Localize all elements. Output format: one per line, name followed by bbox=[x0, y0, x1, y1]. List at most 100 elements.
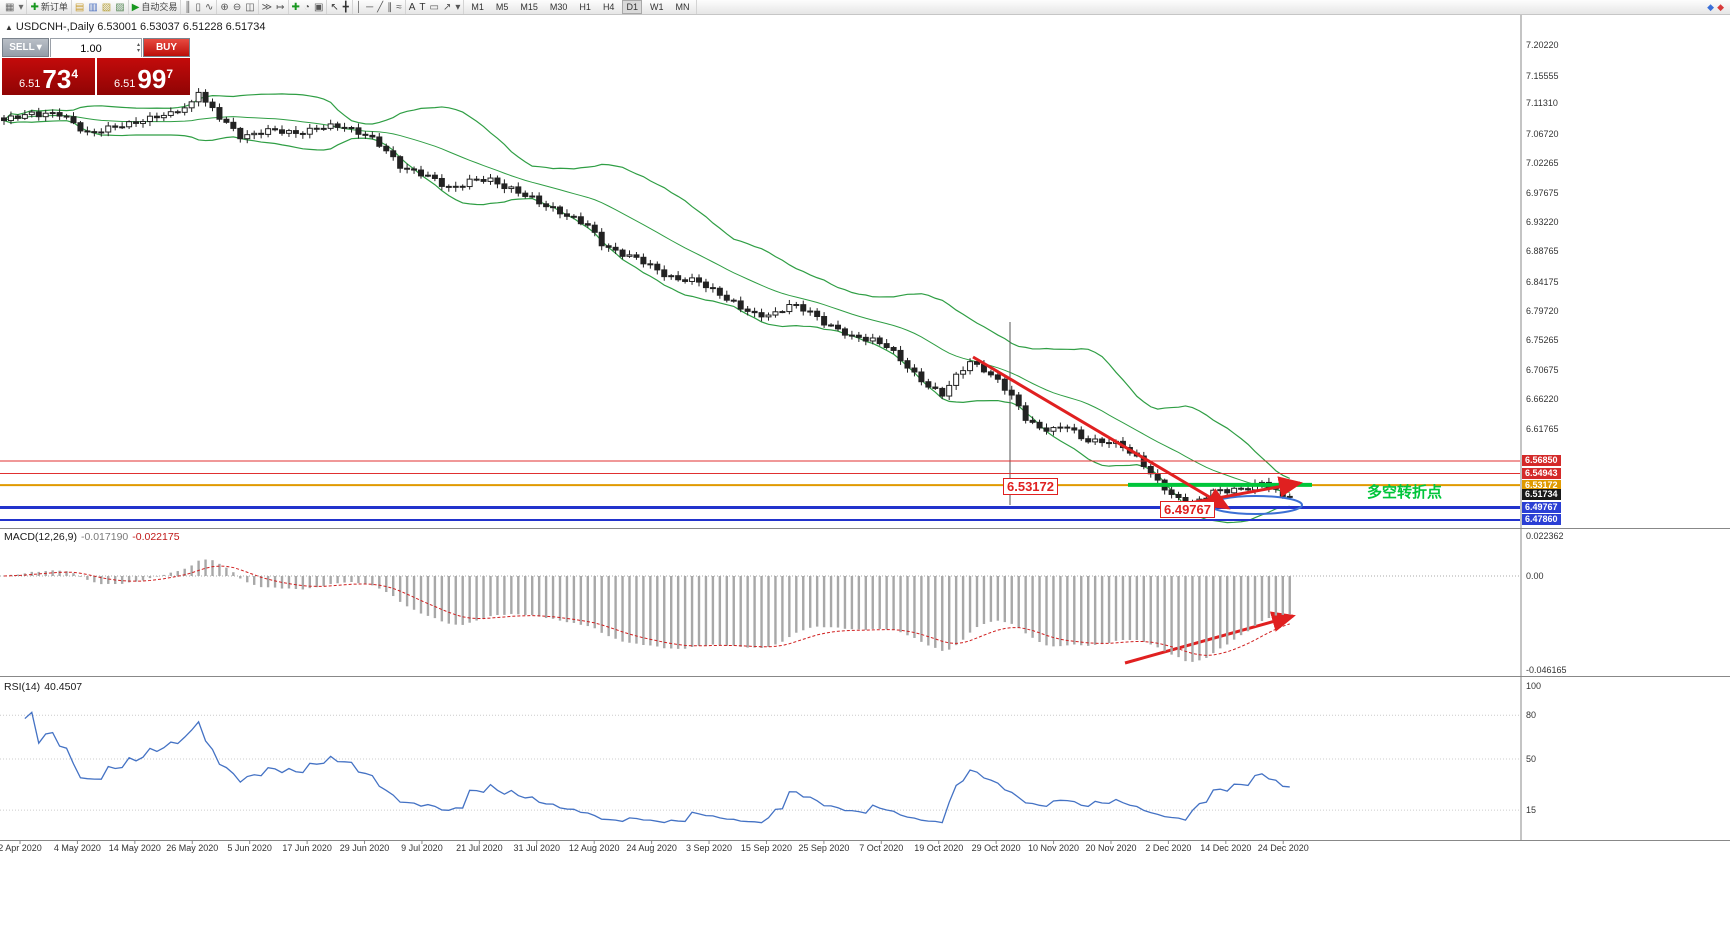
rsi-label: RSI(14) 40.4507 bbox=[4, 681, 82, 693]
spinner-up-icon[interactable]: ▴ bbox=[136, 41, 140, 48]
price-axis-label: 6.93220 bbox=[1526, 217, 1559, 228]
rsi-name: RSI(14) bbox=[4, 681, 41, 693]
buy-button[interactable]: BUY bbox=[143, 38, 190, 57]
timeframe-m30[interactable]: M30 bbox=[549, 2, 568, 12]
channel-icon[interactable]: ∥ bbox=[387, 1, 393, 13]
chart-symbol-period: USDCNH-,Daily bbox=[15, 21, 95, 33]
ask-price-pip: 7 bbox=[166, 67, 174, 81]
market-watch-icon[interactable]: ▤ bbox=[74, 1, 85, 13]
timeframe-h1[interactable]: H1 bbox=[579, 2, 591, 12]
rsi-axis-label: 100 bbox=[1526, 681, 1542, 691]
time-axis-label: 19 Oct 2020 bbox=[914, 843, 964, 853]
time-axis-label: 21 Jul 2020 bbox=[456, 843, 503, 853]
price-axis-label: 6.84175 bbox=[1526, 276, 1559, 287]
text-label-icon[interactable]: T bbox=[419, 1, 426, 13]
price-axis-marker: 6.51734 bbox=[1522, 489, 1561, 501]
fibonacci-icon[interactable]: ≈ bbox=[396, 1, 402, 13]
chart-ohlc: 6.53001 6.53037 6.51228 6.51734 bbox=[97, 21, 266, 33]
chart-window-icon: ▲ bbox=[5, 23, 13, 32]
templates-icon[interactable]: ▣ bbox=[313, 1, 324, 13]
macd-signal-line bbox=[3, 565, 1290, 656]
horizontal-line-icon[interactable]: ─ bbox=[366, 1, 374, 13]
timeframe-m5[interactable]: M5 bbox=[495, 2, 509, 12]
time-axis-label: 26 May 2020 bbox=[166, 843, 219, 853]
timeframe-w1[interactable]: W1 bbox=[649, 2, 664, 12]
sell-label: SELL bbox=[9, 42, 35, 53]
time-axis-label: 10 Nov 2020 bbox=[1028, 843, 1080, 853]
new-order-icon[interactable]: ✚ 新订单 bbox=[30, 1, 68, 13]
ask-price-small: 6.51 bbox=[113, 78, 136, 90]
vertical-line-icon[interactable]: │ bbox=[355, 1, 363, 13]
sell-dropdown-icon[interactable]: ▾ bbox=[36, 42, 42, 53]
buy-price-button[interactable]: 6.51 99 7 bbox=[97, 58, 190, 95]
time-axis-label: 2 Apr 2020 bbox=[0, 843, 42, 853]
navigator-icon[interactable]: ▧ bbox=[101, 1, 112, 13]
spinner-down-icon[interactable]: ▾ bbox=[136, 47, 140, 54]
timeframe-d1[interactable]: D1 bbox=[622, 0, 642, 14]
trendline-icon[interactable]: ╱ bbox=[377, 1, 384, 13]
zoom-in-icon[interactable]: ⊕ bbox=[220, 1, 229, 13]
price-axis-label: 7.06720 bbox=[1526, 128, 1559, 139]
text-icon[interactable]: A bbox=[408, 1, 416, 13]
price-axis-label: 7.11310 bbox=[1526, 98, 1558, 109]
timeframe-mn[interactable]: MN bbox=[675, 2, 690, 12]
line-chart-icon[interactable]: ∿ bbox=[205, 1, 214, 13]
time-axis-label: 17 Jun 2020 bbox=[282, 843, 332, 853]
time-axis-label: 12 Aug 2020 bbox=[568, 843, 620, 853]
shapes-icon[interactable]: ▭ bbox=[429, 1, 439, 13]
auto-scroll-icon[interactable]: ≫ bbox=[261, 1, 273, 13]
arrow-objects-icon[interactable]: ↗ bbox=[442, 1, 452, 13]
indicators-icon[interactable]: ✚ bbox=[291, 1, 300, 13]
time-axis-label: 3 Sep 2020 bbox=[686, 843, 733, 853]
auto-trading-icon[interactable]: ▶ 自动交易 bbox=[131, 1, 178, 13]
support-price-label-6497[interactable]: 6.49767 bbox=[1160, 501, 1215, 518]
zoom-out-icon[interactable]: ⊖ bbox=[232, 1, 242, 13]
timeframe-m1[interactable]: M1 bbox=[471, 2, 484, 12]
time-axis-label: 29 Oct 2020 bbox=[971, 843, 1021, 853]
macd-signal-value: -0.022175 bbox=[132, 531, 180, 543]
price-axis-label: 7.15555 bbox=[1526, 70, 1559, 81]
data-window-icon[interactable]: ▥ bbox=[88, 1, 98, 13]
objects-dropdown-icon[interactable]: ▾ bbox=[455, 1, 461, 13]
time-axis-label: 29 Jun 2020 bbox=[339, 843, 390, 853]
price-axis-marker: 6.53172 bbox=[1522, 479, 1561, 491]
time-axis-label: 25 Sep 2020 bbox=[798, 843, 850, 853]
timeframe-h4[interactable]: H4 bbox=[602, 2, 615, 12]
bar-chart-icon[interactable]: ║ bbox=[184, 1, 192, 13]
bollinger-upper-band bbox=[3, 93, 1290, 480]
cursor-icon[interactable]: ↖ bbox=[330, 1, 339, 13]
price-axis-marker: 6.56850 bbox=[1522, 455, 1561, 467]
price-axis-label: 6.61765 bbox=[1526, 423, 1559, 434]
trend-arrow bbox=[972, 355, 1231, 510]
tile-windows-icon[interactable]: ◫ bbox=[245, 1, 255, 13]
bollinger-middle-band bbox=[3, 115, 1290, 493]
price-axis-marker: 6.49767 bbox=[1522, 501, 1561, 513]
price-axis-label: 6.79720 bbox=[1526, 305, 1559, 316]
candlestick-chart-icon[interactable]: ▯ bbox=[195, 1, 202, 13]
metaquotes-icon[interactable]: ◆ bbox=[1707, 1, 1715, 12]
chart-list-dropdown-icon[interactable]: ▾ bbox=[18, 1, 24, 13]
terminal-icon[interactable]: ▨ bbox=[115, 1, 125, 13]
volume-field[interactable]: ▴▾ bbox=[50, 38, 142, 58]
price-axis-label: 6.97675 bbox=[1526, 187, 1559, 198]
price-axis-label: 6.70675 bbox=[1526, 365, 1559, 376]
sell-price-button[interactable]: 6.51 73 4 bbox=[2, 58, 95, 95]
rsi-axis-label: 15 bbox=[1526, 805, 1537, 816]
new-chart-icon[interactable]: ▦ bbox=[5, 1, 15, 13]
price-axis-marker: 6.47860 bbox=[1522, 514, 1561, 526]
time-axis-label: 14 Dec 2020 bbox=[1200, 843, 1252, 853]
turning-point-text[interactable]: 多空转折点 bbox=[1367, 484, 1443, 501]
sell-button[interactable]: SELL ▾ bbox=[2, 38, 49, 57]
volume-spinner[interactable]: ▴ ▾ bbox=[137, 39, 140, 56]
chart-shift-icon[interactable]: ↦ bbox=[276, 1, 285, 13]
crosshair-icon[interactable]: ╋ bbox=[342, 1, 349, 13]
periods-icon[interactable]: ◔ bbox=[303, 1, 310, 13]
time-axis-label: 9 Jul 2020 bbox=[401, 843, 443, 853]
alerts-icon[interactable]: ◆ bbox=[1717, 1, 1724, 12]
ask-price-big: 99 bbox=[137, 64, 167, 94]
chart-title: ▲ USDCNH-,Daily 6.53001 6.53037 6.51228 6… bbox=[5, 21, 265, 33]
volume-input[interactable] bbox=[51, 40, 141, 58]
support-price-label-6531[interactable]: 6.53172 bbox=[1003, 478, 1058, 495]
timeframe-m15[interactable]: M15 bbox=[520, 2, 538, 12]
